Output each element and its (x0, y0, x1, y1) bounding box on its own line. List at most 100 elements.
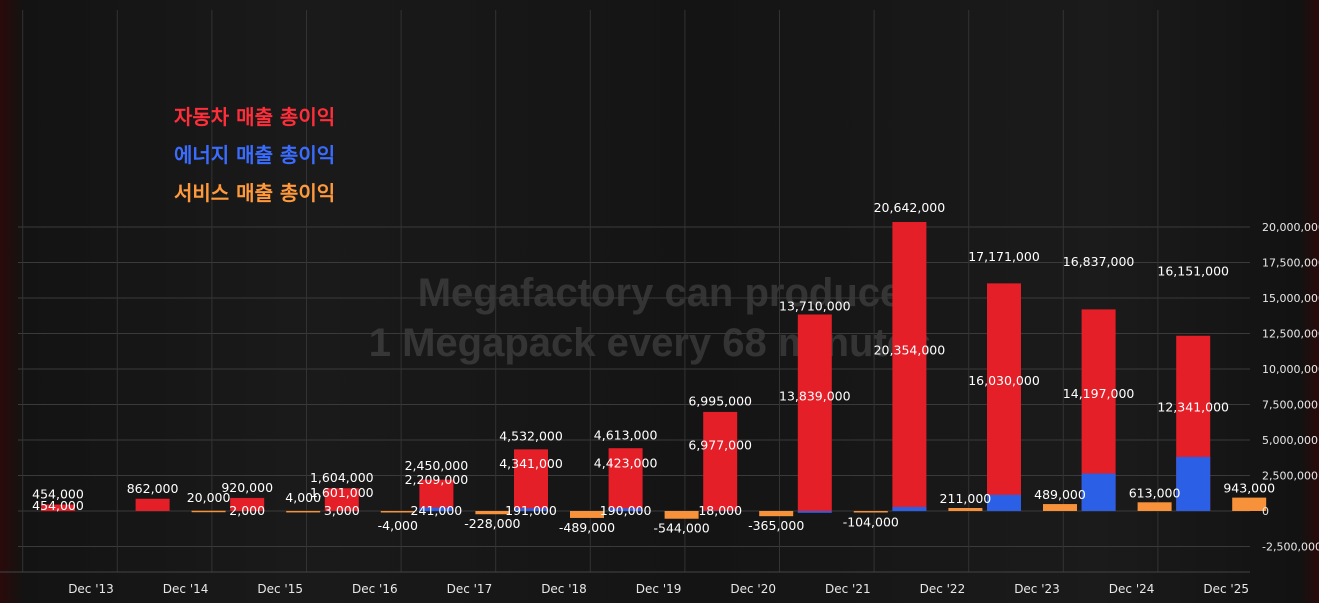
bar-automotive (324, 488, 359, 511)
bar-energy (514, 508, 548, 511)
energy-value-label: 190,000 (600, 503, 652, 518)
y-tick-label: 2,500,000 (1262, 470, 1318, 483)
legend-item-automotive: 자동차 매출 총이익 (174, 105, 336, 129)
total-value-label: 16,151,000 (1157, 264, 1229, 279)
bar-automotive (419, 479, 454, 511)
services-value-label: -489,000 (559, 520, 615, 535)
x-tick-label: Dec '24 (1109, 582, 1155, 596)
services-value-label: -544,000 (653, 521, 709, 536)
x-axis: Dec '13 Dec '14 Dec '15 Dec '16 Dec '17 Dec '… (68, 582, 1249, 596)
automotive-value-label: 20,354,000 (874, 342, 946, 357)
bar-energy (1081, 473, 1116, 511)
y-tick-label: 20,000,000 (1262, 221, 1319, 234)
y-tick-label: 15,000,000 (1262, 292, 1319, 305)
automotive-value-label: 13,839,000 (779, 389, 851, 404)
x-tick-label: Dec '19 (636, 582, 682, 596)
bar-services (664, 511, 699, 519)
watermark-line-1: Megafactory can produce (418, 271, 903, 315)
total-value-label: 20,642,000 (874, 200, 946, 215)
services-value-label: 20,000 (187, 490, 231, 505)
automotive-value-label: 12,341,000 (1157, 399, 1229, 414)
y-tick-label: 10,000,000 (1262, 363, 1319, 376)
services-value-label: 489,000 (1034, 487, 1086, 502)
bar-energy (892, 506, 927, 511)
automotive-value-label: 4,423,000 (594, 456, 658, 471)
bar-services (1137, 502, 1172, 511)
bars (41, 221, 1267, 519)
x-tick-label: Dec '20 (730, 582, 776, 596)
energy-value-label: 241,000 (411, 503, 463, 518)
bar-automotive (135, 498, 170, 511)
bar-services (570, 511, 604, 518)
automotive-value-label: 16,030,000 (968, 373, 1040, 388)
y-axis: -2,500,000 0 2,500,000 5,000,000 7,500,000 10… (1262, 221, 1319, 554)
bar-automotive (797, 314, 832, 511)
y-tick-label: 17,500,000 (1262, 257, 1319, 270)
bar-services (853, 511, 888, 513)
automotive-value-label: 2,209,000 (405, 472, 469, 487)
automotive-value-label: 4,341,000 (499, 456, 563, 471)
total-value-label: 4,613,000 (594, 427, 658, 442)
automotive-value-label: 2,000 (229, 503, 265, 518)
total-value-label: 1,604,000 (310, 470, 374, 485)
legend-item-energy: 에너지 매출 총이익 (174, 143, 336, 167)
services-value-label: 211,000 (940, 491, 992, 506)
legend-item-services: 서비스 매출 총이익 (174, 181, 336, 205)
x-tick-label: Dec '22 (920, 582, 966, 596)
y-tick-label: -2,500,000 (1262, 541, 1319, 554)
x-tick-label: Dec '23 (1014, 582, 1060, 596)
bar-automotive (230, 497, 265, 511)
total-value-label: 17,171,000 (968, 249, 1040, 264)
bar-automotive (892, 221, 927, 511)
bar-services (759, 511, 794, 517)
services-value-label: -4,000 (378, 518, 418, 533)
x-tick-label: Dec '18 (541, 582, 587, 596)
y-tick-label: 0 (1262, 505, 1269, 518)
bar-automotive (987, 283, 1021, 511)
services-value-label: -228,000 (464, 516, 520, 531)
total-value-label: 920,000 (221, 480, 273, 495)
total-value-label: 6,995,000 (688, 394, 752, 409)
x-tick-label: Dec '15 (257, 582, 303, 596)
automotive-value-label: 6,977,000 (688, 437, 752, 452)
energy-value-label: 3,000 (324, 503, 360, 518)
bar-services (948, 508, 983, 511)
automotive-value-label: 454,000 (32, 498, 84, 513)
x-tick-label: Dec '16 (352, 582, 398, 596)
bar-services (286, 510, 321, 513)
bar-energy (419, 507, 454, 511)
bar-automotive (608, 448, 643, 511)
total-value-label: 862,000 (127, 481, 179, 496)
bar-energy (797, 511, 832, 513)
bar-energy (1176, 456, 1211, 511)
services-value-label: 613,000 (1129, 485, 1181, 500)
bar-automotive (703, 411, 738, 511)
total-value-label: 4,532,000 (499, 429, 563, 444)
energy-value-label: 191,000 (505, 503, 557, 518)
background-watermark: Megafactory can produce 1 Megapack every… (369, 271, 932, 365)
services-value-label: -104,000 (843, 514, 899, 529)
x-tick-label: Dec '13 (68, 582, 114, 596)
total-value-label: 16,837,000 (1063, 254, 1135, 269)
automotive-value-label: 1,601,000 (310, 485, 374, 500)
total-value-label: 454,000 (32, 487, 84, 502)
watermark-line-2: 1 Megapack every 68 minutes (369, 321, 932, 365)
energy-value-label: 18,000 (698, 503, 742, 518)
y-tick-label: 7,500,000 (1262, 399, 1318, 412)
bar-automotive (41, 504, 75, 511)
grid-lines (0, 10, 1250, 573)
x-tick-label: Dec '14 (163, 582, 209, 596)
bar-energy (987, 494, 1021, 511)
total-value-label: 2,450,000 (405, 458, 469, 473)
services-value-label: 943,000 (1223, 481, 1275, 496)
y-tick-label: 5,000,000 (1262, 434, 1318, 447)
services-value-label: 4,000 (285, 490, 321, 505)
bar-services (475, 511, 510, 515)
legend: 자동차 매출 총이익 에너지 매출 총이익 서비스 매출 총이익 (174, 98, 335, 212)
x-tick-label: Dec '21 (825, 582, 871, 596)
y-tick-label: 12,500,000 (1262, 328, 1319, 341)
x-tick-label: Dec '25 (1203, 582, 1249, 596)
bar-services (1232, 497, 1267, 511)
